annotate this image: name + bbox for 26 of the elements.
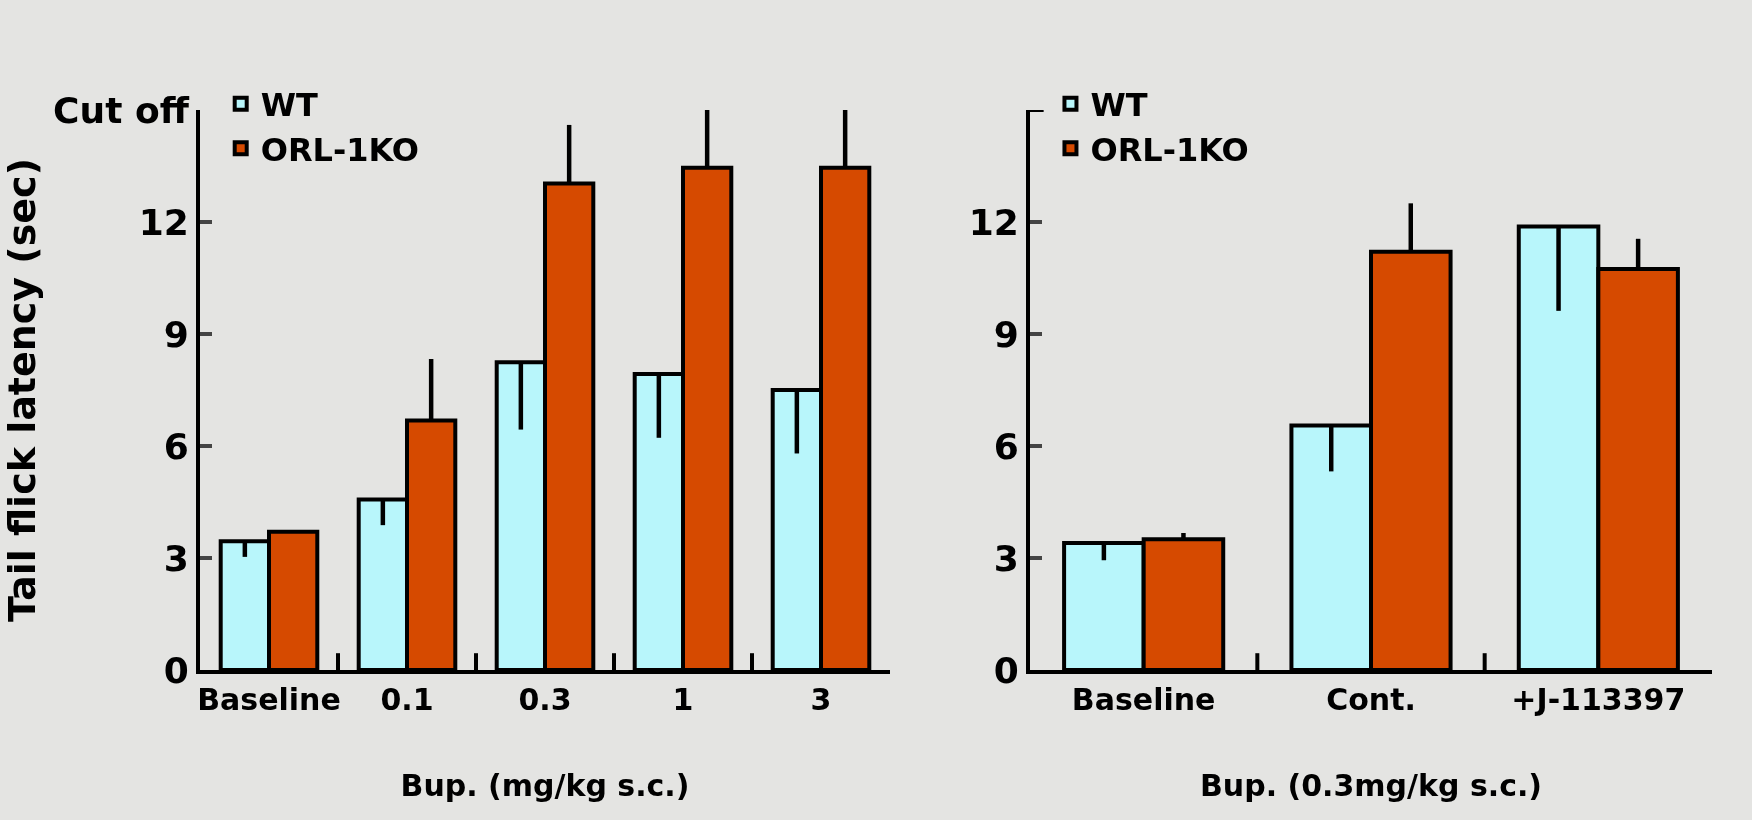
y-tick-label: 12 bbox=[968, 201, 1019, 243]
x-tick-label: 0.3 bbox=[518, 682, 572, 717]
y-tick-label: Cut off bbox=[53, 89, 190, 131]
legend-label: WT bbox=[260, 86, 318, 125]
y-tick-label: 3 bbox=[993, 537, 1019, 579]
y-tick-label: 12 bbox=[138, 201, 189, 243]
y-tick-label: 0 bbox=[993, 649, 1019, 691]
y-tick-label: 3 bbox=[163, 537, 189, 579]
x-tick-label: +J-113397 bbox=[1511, 682, 1686, 717]
y-tick-label: 6 bbox=[993, 425, 1019, 467]
y-tick-label: 6 bbox=[163, 425, 189, 467]
x-axis-title: Bup. (0.3mg/kg s.c.) bbox=[1199, 768, 1543, 803]
x-tick-label: Cont. bbox=[1326, 682, 1416, 717]
y-tick-label: 9 bbox=[993, 313, 1019, 355]
x-tick-label: 3 bbox=[810, 682, 832, 717]
legend-label: ORL-1KO bbox=[1090, 130, 1249, 169]
legend-label: ORL-1KO bbox=[260, 130, 420, 169]
x-tick-label: 0.1 bbox=[380, 682, 434, 717]
legend-label: WT bbox=[1090, 86, 1148, 125]
y-tick-label: 0 bbox=[163, 649, 189, 691]
y-axis-title: Tail flick latency (sec) bbox=[0, 158, 44, 622]
x-tick-label: Baseline bbox=[197, 682, 341, 717]
x-tick-label: Baseline bbox=[1071, 682, 1216, 717]
x-axis-title: Bup. (mg/kg s.c.) bbox=[400, 768, 690, 803]
x-tick-label: 1 bbox=[672, 682, 694, 717]
y-tick-label: 9 bbox=[163, 313, 189, 355]
